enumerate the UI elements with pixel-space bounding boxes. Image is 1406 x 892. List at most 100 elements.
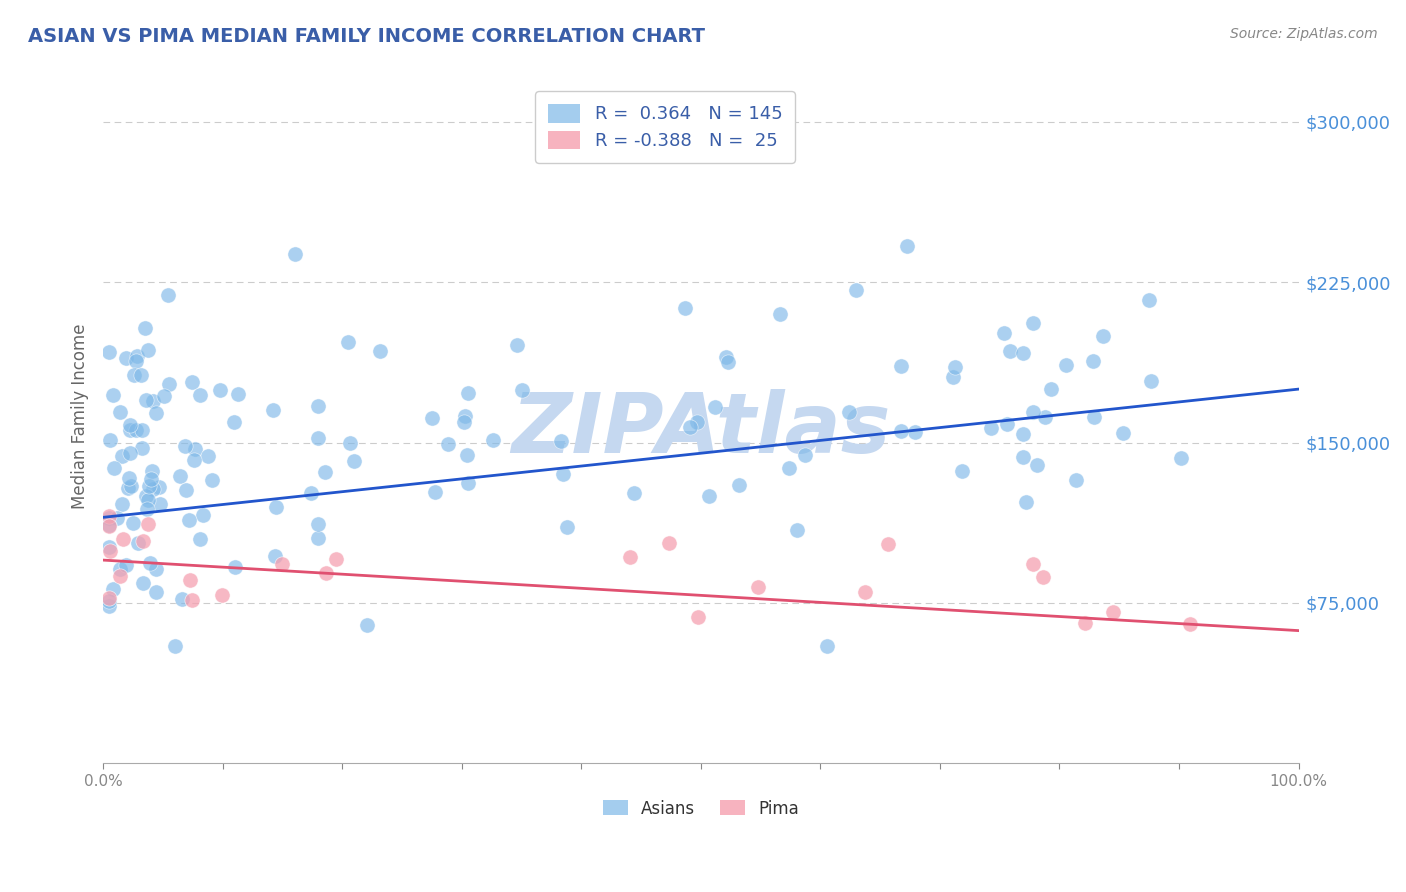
- Point: [339, 435, 361, 450]
- Point: [118, 446, 141, 460]
- Point: [169, 469, 191, 483]
- Point: [141, 464, 163, 478]
- Point: [1026, 458, 1049, 473]
- Point: [1111, 425, 1133, 440]
- Point: [314, 465, 336, 479]
- Point: [173, 439, 195, 453]
- Text: ZIPAtlas: ZIPAtlas: [512, 389, 890, 470]
- Point: [876, 537, 898, 551]
- Point: [1022, 404, 1045, 418]
- Point: [131, 423, 153, 437]
- Point: [98, 433, 121, 447]
- Point: [1074, 615, 1097, 630]
- Point: [685, 415, 707, 429]
- Point: [453, 415, 475, 429]
- Point: [993, 326, 1015, 340]
- Point: [188, 388, 211, 402]
- Point: [425, 484, 447, 499]
- Point: [271, 558, 294, 572]
- Point: [815, 639, 838, 653]
- Point: [838, 404, 860, 418]
- Point: [779, 460, 801, 475]
- Point: [551, 467, 574, 482]
- Point: [714, 350, 737, 364]
- Point: [1180, 617, 1202, 632]
- Point: [1012, 346, 1035, 360]
- Point: [995, 417, 1018, 432]
- Point: [853, 584, 876, 599]
- Point: [307, 516, 329, 531]
- Point: [942, 370, 965, 384]
- Point: [368, 344, 391, 359]
- Point: [180, 375, 202, 389]
- Point: [136, 501, 159, 516]
- Point: [138, 556, 160, 570]
- Point: [125, 349, 148, 363]
- Point: [264, 500, 287, 515]
- Point: [98, 541, 121, 555]
- Point: [125, 354, 148, 368]
- Point: [343, 453, 366, 467]
- Point: [1081, 354, 1104, 368]
- Point: [890, 359, 912, 374]
- Point: [138, 478, 160, 492]
- Point: [183, 453, 205, 467]
- Point: [703, 401, 725, 415]
- Point: [111, 497, 134, 511]
- Point: [299, 486, 322, 500]
- Point: [118, 471, 141, 485]
- Point: [356, 618, 378, 632]
- Point: [138, 516, 160, 531]
- Point: [228, 387, 250, 401]
- Point: [145, 585, 167, 599]
- Point: [619, 549, 641, 564]
- Point: [115, 558, 138, 572]
- Point: [139, 472, 162, 486]
- Point: [456, 448, 478, 462]
- Point: [98, 543, 121, 558]
- Point: [135, 392, 157, 407]
- Point: [688, 609, 710, 624]
- Point: [307, 400, 329, 414]
- Point: [124, 368, 146, 383]
- Point: [1012, 426, 1035, 441]
- Point: [457, 386, 479, 401]
- Point: [557, 520, 579, 534]
- Point: [135, 489, 157, 503]
- Point: [437, 436, 460, 450]
- Point: [697, 489, 720, 503]
- Point: [98, 344, 121, 359]
- Point: [98, 509, 121, 524]
- Point: [457, 475, 479, 490]
- Point: [149, 497, 172, 511]
- Point: [98, 594, 121, 608]
- Point: [1011, 450, 1033, 464]
- Point: [679, 420, 702, 434]
- Point: [138, 493, 160, 508]
- Point: [142, 482, 165, 496]
- Point: [122, 516, 145, 531]
- Point: [103, 582, 125, 596]
- Point: [1031, 570, 1053, 584]
- Point: [224, 560, 246, 574]
- Point: [952, 464, 974, 478]
- Point: [111, 449, 134, 463]
- Point: [98, 519, 121, 533]
- Point: [890, 424, 912, 438]
- Point: [337, 334, 360, 349]
- Point: [1083, 409, 1105, 424]
- Legend: Asians, Pima: Asians, Pima: [596, 793, 806, 824]
- Point: [1040, 382, 1063, 396]
- Point: [482, 434, 505, 448]
- Point: [673, 301, 696, 315]
- Point: [262, 403, 284, 417]
- Point: [793, 448, 815, 462]
- Point: [658, 536, 681, 550]
- Point: [191, 508, 214, 522]
- Text: Source: ZipAtlas.com: Source: ZipAtlas.com: [1230, 27, 1378, 41]
- Point: [510, 383, 533, 397]
- Point: [108, 405, 131, 419]
- Point: [165, 639, 187, 653]
- Point: [120, 479, 142, 493]
- Point: [1015, 495, 1038, 509]
